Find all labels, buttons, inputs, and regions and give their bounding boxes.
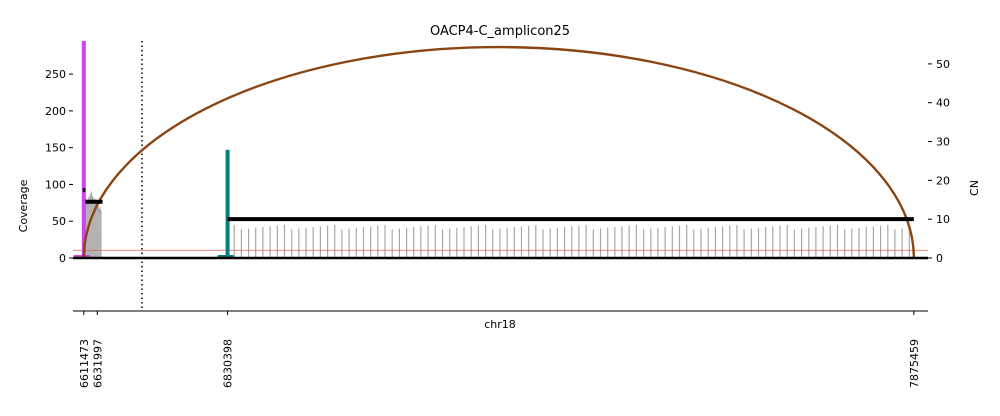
x-tick-label: 6830398: [222, 339, 235, 388]
y-right-axis-label: CN: [968, 180, 981, 196]
y-left-axis-label: Coverage: [17, 179, 30, 232]
y-left-tick-label: 0: [59, 252, 66, 265]
y-left-tick-label: 200: [45, 105, 66, 118]
x-tick-label: 6631997: [91, 339, 104, 388]
y-left-tick-label: 250: [45, 68, 66, 81]
y-right-tick-label: 10: [936, 213, 950, 226]
y-left-tick-label: 100: [45, 178, 66, 191]
y-right-tick-label: 50: [936, 58, 950, 71]
y-left-tick-label: 150: [45, 142, 66, 155]
chart-title: OACP4-C_amplicon25: [430, 24, 570, 39]
discordant-arc: [82, 45, 916, 259]
y-right-tick-label: 30: [936, 136, 950, 149]
y-right-tick-label: 40: [936, 97, 950, 110]
y-right-tick-label: 20: [936, 174, 950, 187]
y-left-tick-label: 50: [52, 215, 66, 228]
x-tick-label: 6611473: [78, 339, 91, 388]
y-right-tick-label: 0: [936, 252, 943, 265]
x-tick-label: 7875459: [908, 339, 921, 388]
x-axis-label: chr18: [484, 318, 516, 331]
plot-area: 0 50 100 150 200 250 0 10 20 30 40 50 6611473 6631997…: [45, 41, 950, 388]
